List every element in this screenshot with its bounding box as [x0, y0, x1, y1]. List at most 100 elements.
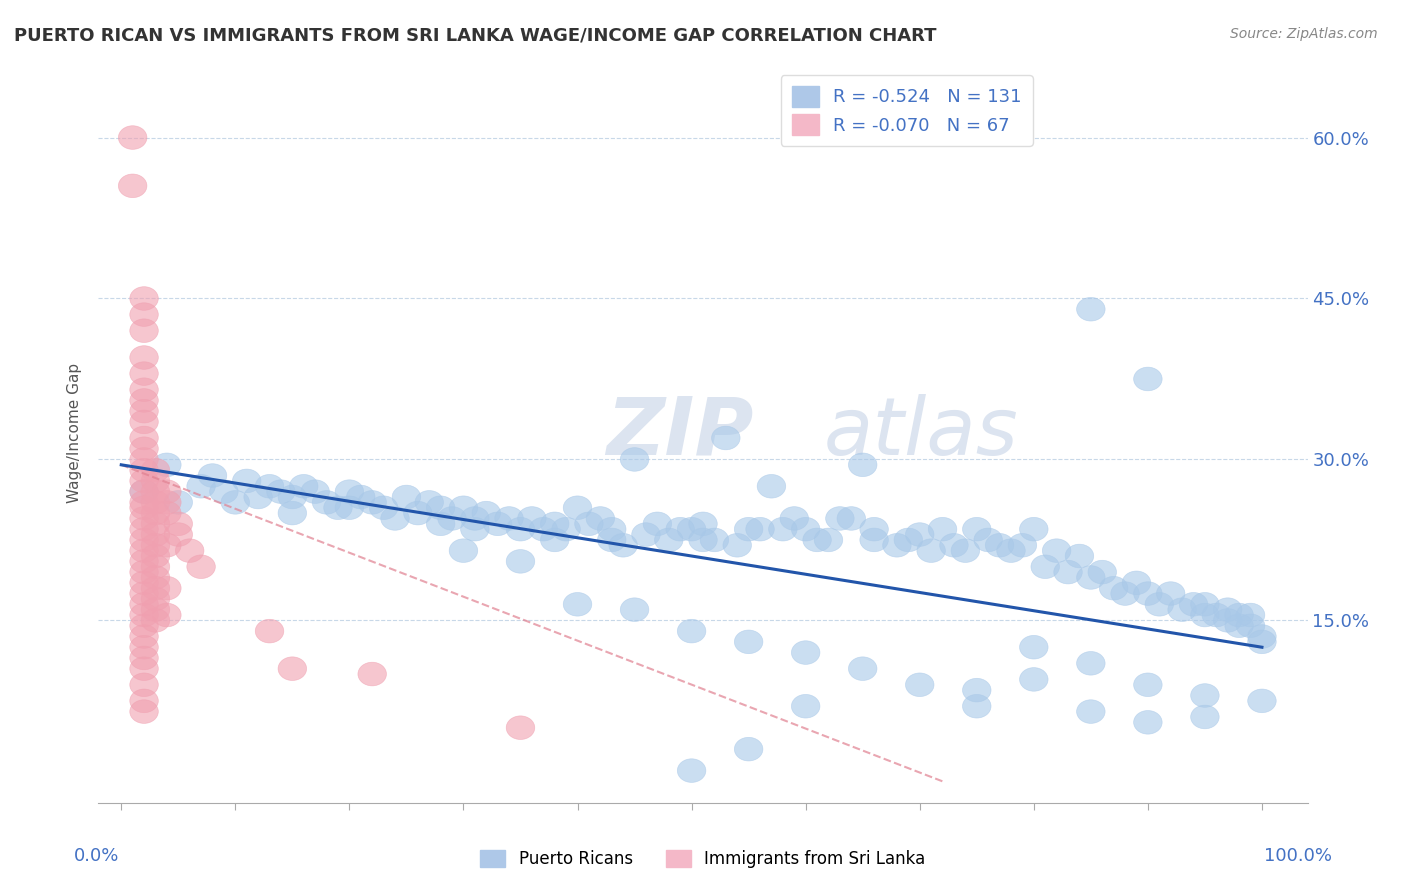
Ellipse shape: [129, 491, 159, 514]
Ellipse shape: [974, 528, 1002, 552]
Ellipse shape: [472, 501, 501, 524]
Ellipse shape: [814, 528, 842, 552]
Text: atlas: atlas: [824, 393, 1019, 472]
Ellipse shape: [129, 560, 159, 584]
Ellipse shape: [1191, 592, 1219, 616]
Ellipse shape: [689, 528, 717, 552]
Text: PUERTO RICAN VS IMMIGRANTS FROM SRI LANKA WAGE/INCOME GAP CORRELATION CHART: PUERTO RICAN VS IMMIGRANTS FROM SRI LANK…: [14, 27, 936, 45]
Ellipse shape: [734, 517, 763, 541]
Ellipse shape: [792, 640, 820, 665]
Ellipse shape: [848, 657, 877, 681]
Ellipse shape: [426, 512, 456, 535]
Ellipse shape: [860, 528, 889, 552]
Ellipse shape: [1213, 608, 1241, 632]
Ellipse shape: [141, 608, 170, 632]
Ellipse shape: [359, 662, 387, 686]
Ellipse shape: [803, 528, 831, 552]
Ellipse shape: [792, 517, 820, 541]
Ellipse shape: [986, 533, 1014, 558]
Ellipse shape: [1180, 592, 1208, 616]
Ellipse shape: [141, 512, 170, 535]
Ellipse shape: [323, 496, 353, 519]
Ellipse shape: [894, 528, 922, 552]
Ellipse shape: [1042, 539, 1071, 563]
Ellipse shape: [165, 512, 193, 535]
Ellipse shape: [758, 475, 786, 498]
Ellipse shape: [1168, 598, 1197, 622]
Text: 0.0%: 0.0%: [75, 847, 120, 865]
Ellipse shape: [905, 523, 934, 547]
Ellipse shape: [1099, 576, 1128, 600]
Ellipse shape: [700, 528, 728, 552]
Ellipse shape: [564, 496, 592, 519]
Ellipse shape: [141, 566, 170, 590]
Ellipse shape: [529, 517, 558, 541]
Ellipse shape: [129, 539, 159, 563]
Ellipse shape: [426, 496, 456, 519]
Legend: Puerto Ricans, Immigrants from Sri Lanka: Puerto Ricans, Immigrants from Sri Lanka: [474, 843, 932, 875]
Ellipse shape: [553, 517, 581, 541]
Ellipse shape: [141, 480, 170, 503]
Ellipse shape: [129, 700, 159, 723]
Ellipse shape: [129, 689, 159, 713]
Ellipse shape: [437, 507, 467, 530]
Ellipse shape: [598, 517, 626, 541]
Ellipse shape: [825, 507, 855, 530]
Ellipse shape: [1247, 624, 1277, 648]
Ellipse shape: [129, 517, 159, 541]
Ellipse shape: [963, 695, 991, 718]
Ellipse shape: [564, 592, 592, 616]
Ellipse shape: [1122, 571, 1150, 595]
Ellipse shape: [575, 512, 603, 535]
Ellipse shape: [1111, 582, 1139, 606]
Ellipse shape: [1191, 683, 1219, 707]
Ellipse shape: [141, 587, 170, 611]
Ellipse shape: [506, 716, 534, 739]
Ellipse shape: [129, 302, 159, 326]
Ellipse shape: [198, 464, 226, 487]
Ellipse shape: [290, 475, 318, 498]
Ellipse shape: [678, 517, 706, 541]
Ellipse shape: [346, 485, 375, 508]
Ellipse shape: [655, 528, 683, 552]
Ellipse shape: [517, 507, 546, 530]
Ellipse shape: [153, 453, 181, 476]
Ellipse shape: [232, 469, 262, 492]
Ellipse shape: [1077, 566, 1105, 590]
Ellipse shape: [209, 480, 238, 503]
Text: Source: ZipAtlas.com: Source: ZipAtlas.com: [1230, 27, 1378, 41]
Y-axis label: Wage/Income Gap: Wage/Income Gap: [67, 362, 83, 503]
Ellipse shape: [118, 126, 146, 149]
Ellipse shape: [620, 448, 648, 471]
Ellipse shape: [129, 571, 159, 595]
Ellipse shape: [153, 480, 181, 503]
Ellipse shape: [723, 533, 751, 558]
Ellipse shape: [678, 619, 706, 643]
Text: ZIP: ZIP: [606, 393, 754, 472]
Ellipse shape: [883, 533, 911, 558]
Ellipse shape: [1133, 582, 1163, 606]
Ellipse shape: [129, 448, 159, 471]
Ellipse shape: [129, 673, 159, 697]
Ellipse shape: [141, 491, 170, 514]
Ellipse shape: [1077, 651, 1105, 675]
Ellipse shape: [939, 533, 969, 558]
Legend: R = -0.524   N = 131, R = -0.070   N = 67: R = -0.524 N = 131, R = -0.070 N = 67: [780, 75, 1032, 145]
Ellipse shape: [312, 491, 340, 514]
Ellipse shape: [392, 485, 420, 508]
Ellipse shape: [141, 533, 170, 558]
Ellipse shape: [1019, 667, 1047, 691]
Ellipse shape: [917, 539, 945, 563]
Ellipse shape: [1213, 598, 1241, 622]
Ellipse shape: [187, 555, 215, 579]
Ellipse shape: [153, 576, 181, 600]
Ellipse shape: [129, 286, 159, 310]
Ellipse shape: [129, 346, 159, 369]
Ellipse shape: [837, 507, 866, 530]
Ellipse shape: [129, 362, 159, 385]
Ellipse shape: [129, 582, 159, 606]
Ellipse shape: [129, 603, 159, 627]
Ellipse shape: [666, 517, 695, 541]
Ellipse shape: [540, 512, 569, 535]
Ellipse shape: [335, 496, 364, 519]
